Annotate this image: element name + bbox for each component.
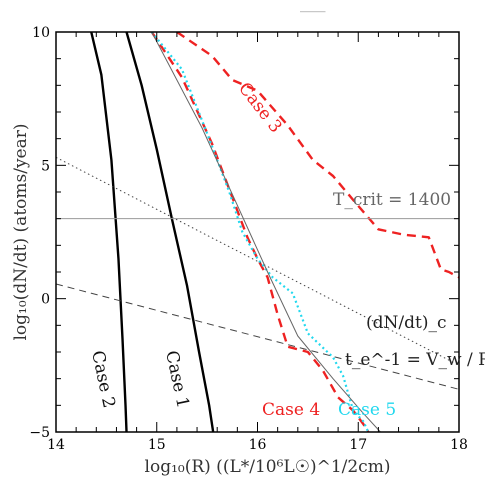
annotation-case-1: Case 1: [161, 349, 193, 410]
y-axis-label: log₁₀(dN/dt) (atoms/year): [11, 123, 31, 340]
y-tick-label: −5: [29, 425, 50, 441]
series-line-6: [56, 283, 459, 390]
labels-layer: 14 15 16 17 18 −5 0 5 10: [29, 25, 468, 453]
y-tick-label: 0: [41, 292, 50, 308]
annotation-case-3: Case 3: [234, 79, 286, 137]
annotation-tcrit: T_crit = 1400: [333, 190, 451, 210]
x-tick-label: 17: [349, 437, 367, 453]
x-axis-label: log₁₀(R) ((L*/10⁶L☉)^1/2cm): [145, 457, 391, 477]
series-line-5: [56, 156, 459, 366]
annotation-top-text: ___: [300, 0, 326, 13]
series-line-1: [125, 32, 215, 432]
series-line-4: [150, 32, 370, 432]
x-tick-label: 16: [249, 437, 267, 453]
x-tick-label: 18: [450, 437, 468, 453]
x-tick-label: 15: [148, 437, 166, 453]
series-layer: [56, 32, 459, 432]
annotation-dndt-c: (dN/dt)_c: [366, 313, 446, 333]
annotation-case-5: Case 5: [338, 400, 396, 420]
annotation-te-vw-r: t_e^-1 = V_w / R: [345, 350, 485, 370]
ticks-layer: [55, 31, 460, 433]
y-tick-label: 10: [32, 25, 50, 41]
series-line-8: [151, 32, 381, 432]
annotation-case-4: Case 4: [262, 400, 320, 420]
y-tick-label: 5: [41, 158, 50, 174]
x-tick-label: 14: [47, 437, 65, 453]
series-line-0: [90, 32, 128, 432]
annotation-case-2: Case 2: [87, 349, 119, 410]
series-line-2: [176, 32, 459, 279]
